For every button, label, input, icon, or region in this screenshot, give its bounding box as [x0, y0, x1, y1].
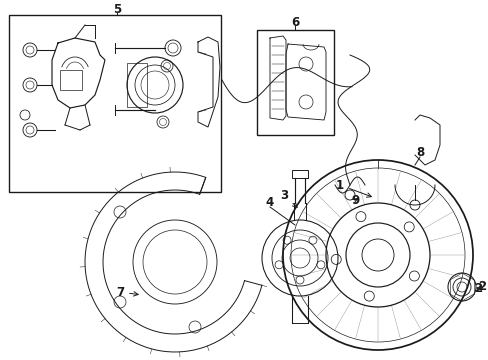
Text: 5: 5 [113, 3, 121, 15]
Text: 3: 3 [279, 189, 297, 207]
Bar [60, 70, 82, 90]
Text: 6: 6 [290, 15, 299, 28]
Bar [127, 63, 147, 107]
Bar [9, 15, 221, 192]
Text: 2: 2 [473, 282, 481, 294]
Text: 8: 8 [415, 145, 423, 158]
Text: 1: 1 [335, 179, 370, 197]
Text: 2: 2 [477, 279, 485, 292]
Text: 9: 9 [350, 194, 358, 207]
Bar [257, 30, 333, 135]
Text: 7: 7 [116, 285, 138, 298]
Bar [291, 170, 307, 178]
Text: 4: 4 [265, 195, 274, 208]
